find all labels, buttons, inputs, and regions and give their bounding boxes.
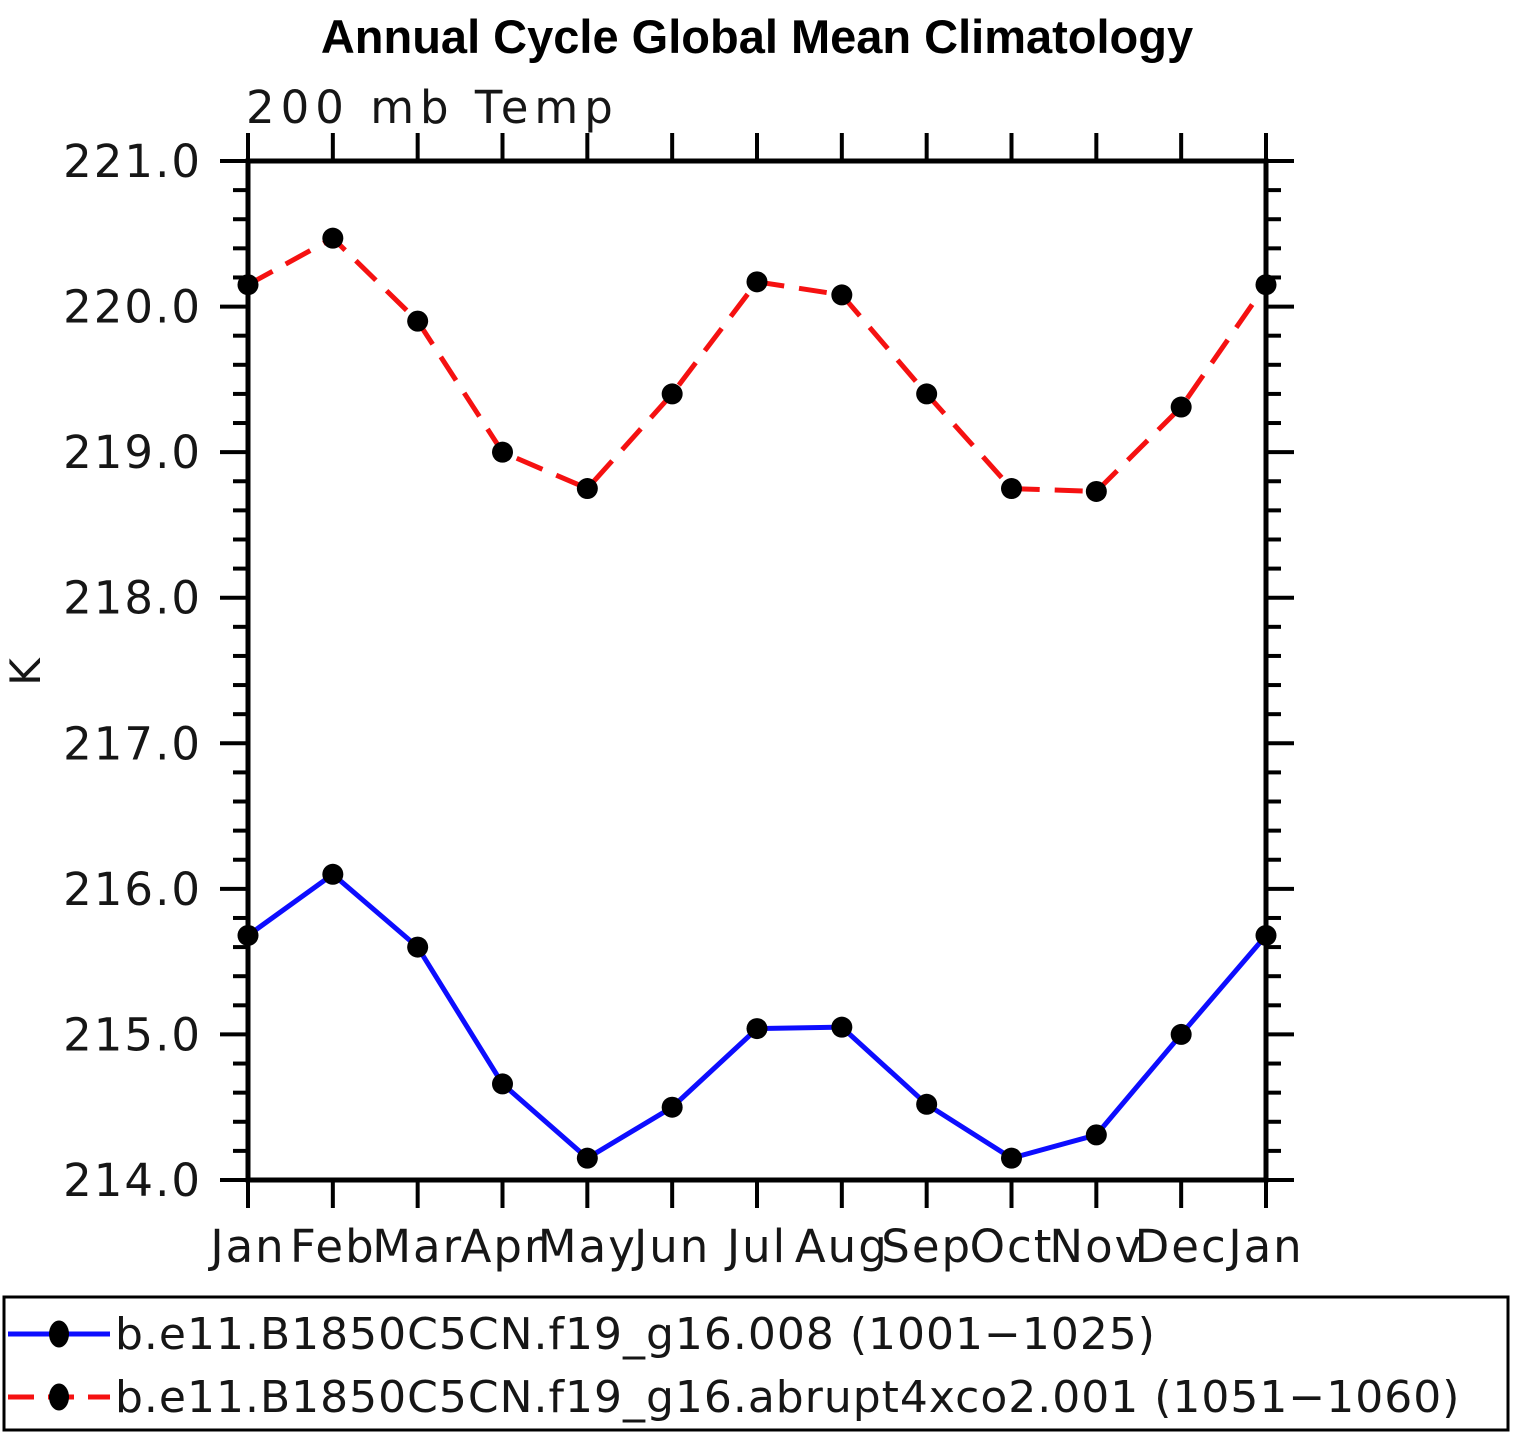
y-tick-label: 217.0	[63, 717, 202, 770]
legend-marker	[49, 1383, 69, 1411]
data-point	[576, 1147, 598, 1169]
legend-entry-label: b.e11.B1850C5CN.f19_g16.008 (1001−1025)	[115, 1309, 1156, 1360]
plot-series	[237, 227, 1277, 1169]
chart-subtitle: 200 mb Temp	[246, 81, 619, 134]
x-tick-label: Oct	[970, 1220, 1054, 1273]
data-point	[322, 863, 344, 885]
legend-entry-label: b.e11.B1850C5CN.f19_g16.abrupt4xco2.001 …	[115, 1372, 1460, 1423]
axes: 214.0 215.0 216.0 217.0 218.0 219.0 220.0 221.0…	[63, 133, 1303, 1273]
legend-marker	[49, 1320, 69, 1348]
y-tick-label: 219.0	[63, 426, 202, 479]
x-tick-label: Feb	[290, 1220, 376, 1273]
x-tick-label: Jan	[1225, 1220, 1303, 1273]
data-point	[1255, 274, 1277, 296]
data-point	[237, 274, 259, 296]
data-point	[322, 227, 344, 249]
chart-title: Annual Cycle Global Mean Climatology	[321, 10, 1193, 63]
data-point	[492, 1073, 513, 1095]
data-point	[831, 284, 853, 306]
data-point	[1085, 1124, 1107, 1146]
data-point	[1255, 924, 1277, 946]
data-point	[1170, 396, 1192, 418]
y-tick-label: 216.0	[63, 863, 202, 916]
data-point	[1001, 478, 1022, 500]
x-tick-label: Dec	[1135, 1220, 1228, 1273]
data-point	[661, 383, 683, 405]
data-point	[746, 1018, 768, 1040]
data-point	[576, 478, 598, 500]
x-tick-label: Apr	[461, 1220, 545, 1273]
x-tick-label: May	[538, 1220, 637, 1273]
y-tick-label: 214.0	[63, 1154, 202, 1207]
x-tick-label: Sep	[881, 1220, 972, 1273]
data-point	[1001, 1147, 1022, 1169]
y-tick-label: 218.0	[63, 572, 202, 625]
data-point	[916, 383, 938, 405]
y-tick-label: 221.0	[63, 135, 202, 188]
y-tick-label: 220.0	[63, 281, 202, 334]
series-line-0	[246, 871, 1268, 1162]
y-axis-label: K	[1, 656, 50, 686]
x-tick-label: Mar	[372, 1220, 463, 1273]
data-point	[661, 1096, 683, 1118]
data-point	[916, 1093, 938, 1115]
legend: b.e11.B1850C5CN.f19_g16.008 (1001−1025) b…	[2, 1295, 1510, 1432]
data-point	[407, 936, 429, 958]
x-tick-label: Jan	[207, 1220, 285, 1273]
x-tick-label: Aug	[795, 1220, 889, 1273]
y-tick-label: 215.0	[63, 1008, 202, 1061]
data-point	[407, 310, 429, 332]
data-point	[831, 1016, 853, 1038]
data-point	[492, 441, 513, 463]
data-point	[237, 924, 259, 946]
x-tick-label: Jul	[724, 1220, 787, 1273]
data-point	[1170, 1023, 1192, 1045]
data-point	[746, 271, 768, 293]
data-point	[1085, 480, 1107, 502]
x-tick-label: Nov	[1049, 1220, 1143, 1273]
legend-box	[2, 1295, 1510, 1432]
x-tick-label: Jun	[631, 1220, 710, 1273]
